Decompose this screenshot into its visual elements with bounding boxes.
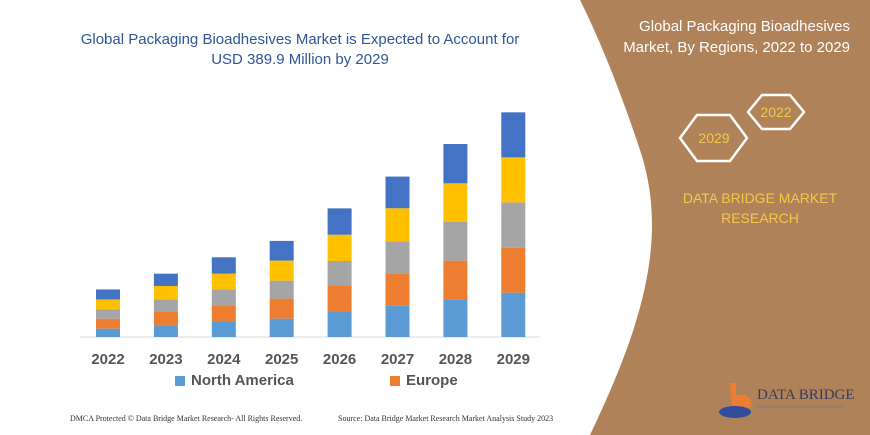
bar-segment-2027-2 [385,241,410,274]
bar-segment-2027-0 [385,305,410,337]
bar-segment-2029-0 [501,292,526,337]
hex-label-start: 2022 [760,104,792,120]
bar-segment-2026-3 [327,234,352,261]
legend-label: Europe [406,372,458,389]
bar-segment-2026-0 [327,312,352,337]
hex-2022 [746,93,806,131]
bar-segment-2026-1 [327,285,352,313]
bar-segment-2025-2 [269,280,294,299]
bar-segment-2025-1 [269,298,294,319]
legend-item-north-america: North America [175,372,294,389]
x-tick-label: 2022 [91,351,124,368]
bar-segment-2024-3 [211,273,236,290]
brand-text: DATA BRIDGE MARKET RESEARCH [682,190,838,226]
x-tick-label: 2028 [439,351,472,368]
bar-segment-2029-3 [501,157,526,203]
bar-segment-2029-4 [501,112,526,158]
bar-segment-2022-2 [96,309,120,319]
bar-segment-2023-4 [153,273,178,286]
x-tick-label: 2023 [149,351,182,368]
legend-label: North America [191,372,294,389]
bar-segment-2027-1 [385,273,410,306]
logo-subline [757,405,843,408]
bar-segment-2023-1 [153,312,178,326]
bar-segment-2028-2 [443,221,468,261]
bar-segment-2026-4 [327,208,352,235]
x-tick-labels: 2022 2023 2024 2025 2026 2027 2028 2029 [91,351,530,368]
bar-segment-2029-2 [501,202,526,248]
bar-segment-2022-0 [96,328,120,337]
bar-segment-2024-2 [211,289,236,306]
bar-segment-2023-0 [153,325,178,337]
bar-segment-2028-3 [443,183,468,222]
bar-segment-2024-1 [211,305,236,322]
x-tick-label: 2029 [497,351,530,368]
legend-swatch [390,375,400,386]
bar-segment-2028-0 [443,299,468,337]
chart-title: Global Packaging Bioadhesives Market is … [80,31,520,68]
bar-segment-2022-4 [96,289,120,300]
bar-segment-2027-3 [385,208,410,242]
x-tick-label: 2027 [381,351,414,368]
bar-segment-2025-0 [269,318,294,337]
bar-segment-2029-1 [501,247,526,293]
bar-segment-2022-3 [96,299,120,310]
bars [96,112,526,337]
bar-segment-2028-4 [443,144,468,184]
bar-segment-2024-0 [211,321,236,337]
bar-segment-2025-3 [269,260,294,281]
bar-segment-2028-1 [443,260,468,300]
bar-segment-2022-1 [96,318,120,329]
legend-item-europe: Europe [390,372,458,389]
side-title: Global Packaging Bioadhesives Market, By… [623,18,850,56]
x-tick-label: 2025 [265,351,298,368]
footer-copyright: DMCA Protected © Data Bridge Market Rese… [70,414,303,423]
bar-segment-2024-4 [211,257,236,274]
hex-label-end: 2029 [698,130,730,146]
bar-segment-2023-2 [153,299,178,313]
bar-segment-2027-4 [385,176,410,209]
bar-segment-2026-2 [327,260,352,286]
footer-source: Source: Data Bridge Market Research Mark… [338,414,554,423]
side-panel [580,0,870,435]
legend-swatch [175,375,185,386]
hex-2029 [678,113,749,163]
x-tick-label: 2026 [323,351,356,368]
x-tick-label: 2024 [207,351,241,368]
logo-text: DATA BRIDGE [757,387,855,403]
bar-segment-2023-3 [153,285,178,300]
logo-icon [719,383,752,418]
bar-segment-2025-4 [269,240,294,261]
